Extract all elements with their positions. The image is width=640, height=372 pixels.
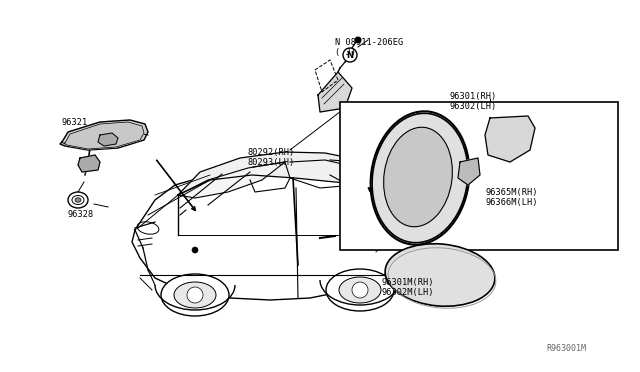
Text: 96301(RH)
96302(LH): 96301(RH) 96302(LH) [450, 92, 497, 111]
Ellipse shape [68, 192, 88, 208]
Polygon shape [98, 133, 118, 146]
Polygon shape [132, 170, 420, 300]
Polygon shape [178, 152, 380, 195]
Text: R963001M: R963001M [546, 344, 586, 353]
Text: 96328: 96328 [68, 210, 94, 219]
Ellipse shape [75, 198, 81, 202]
Circle shape [352, 282, 368, 298]
Text: 80292(RH)
80293(LH): 80292(RH) 80293(LH) [248, 148, 295, 167]
Polygon shape [63, 122, 144, 149]
Polygon shape [458, 158, 480, 185]
Ellipse shape [174, 282, 216, 308]
Polygon shape [78, 155, 100, 172]
Polygon shape [178, 162, 285, 198]
Text: 96365M(RH)
96366M(LH): 96365M(RH) 96366M(LH) [486, 188, 538, 208]
Ellipse shape [383, 127, 452, 227]
Ellipse shape [339, 277, 381, 303]
Polygon shape [318, 72, 352, 112]
Polygon shape [485, 116, 535, 162]
Ellipse shape [326, 269, 394, 311]
Circle shape [192, 247, 198, 253]
Text: 96321: 96321 [62, 118, 88, 127]
Text: N: N [346, 51, 353, 60]
Ellipse shape [372, 113, 468, 243]
Ellipse shape [161, 274, 229, 316]
Polygon shape [60, 120, 148, 150]
Ellipse shape [385, 244, 495, 306]
Circle shape [355, 36, 362, 44]
Circle shape [187, 287, 203, 303]
Text: 96301M(RH)
96302M(LH): 96301M(RH) 96302M(LH) [382, 278, 435, 297]
Ellipse shape [343, 48, 357, 62]
Bar [340, 102, 618, 250]
Text: N 08911-206EG
( 3): N 08911-206EG ( 3) [335, 38, 403, 57]
